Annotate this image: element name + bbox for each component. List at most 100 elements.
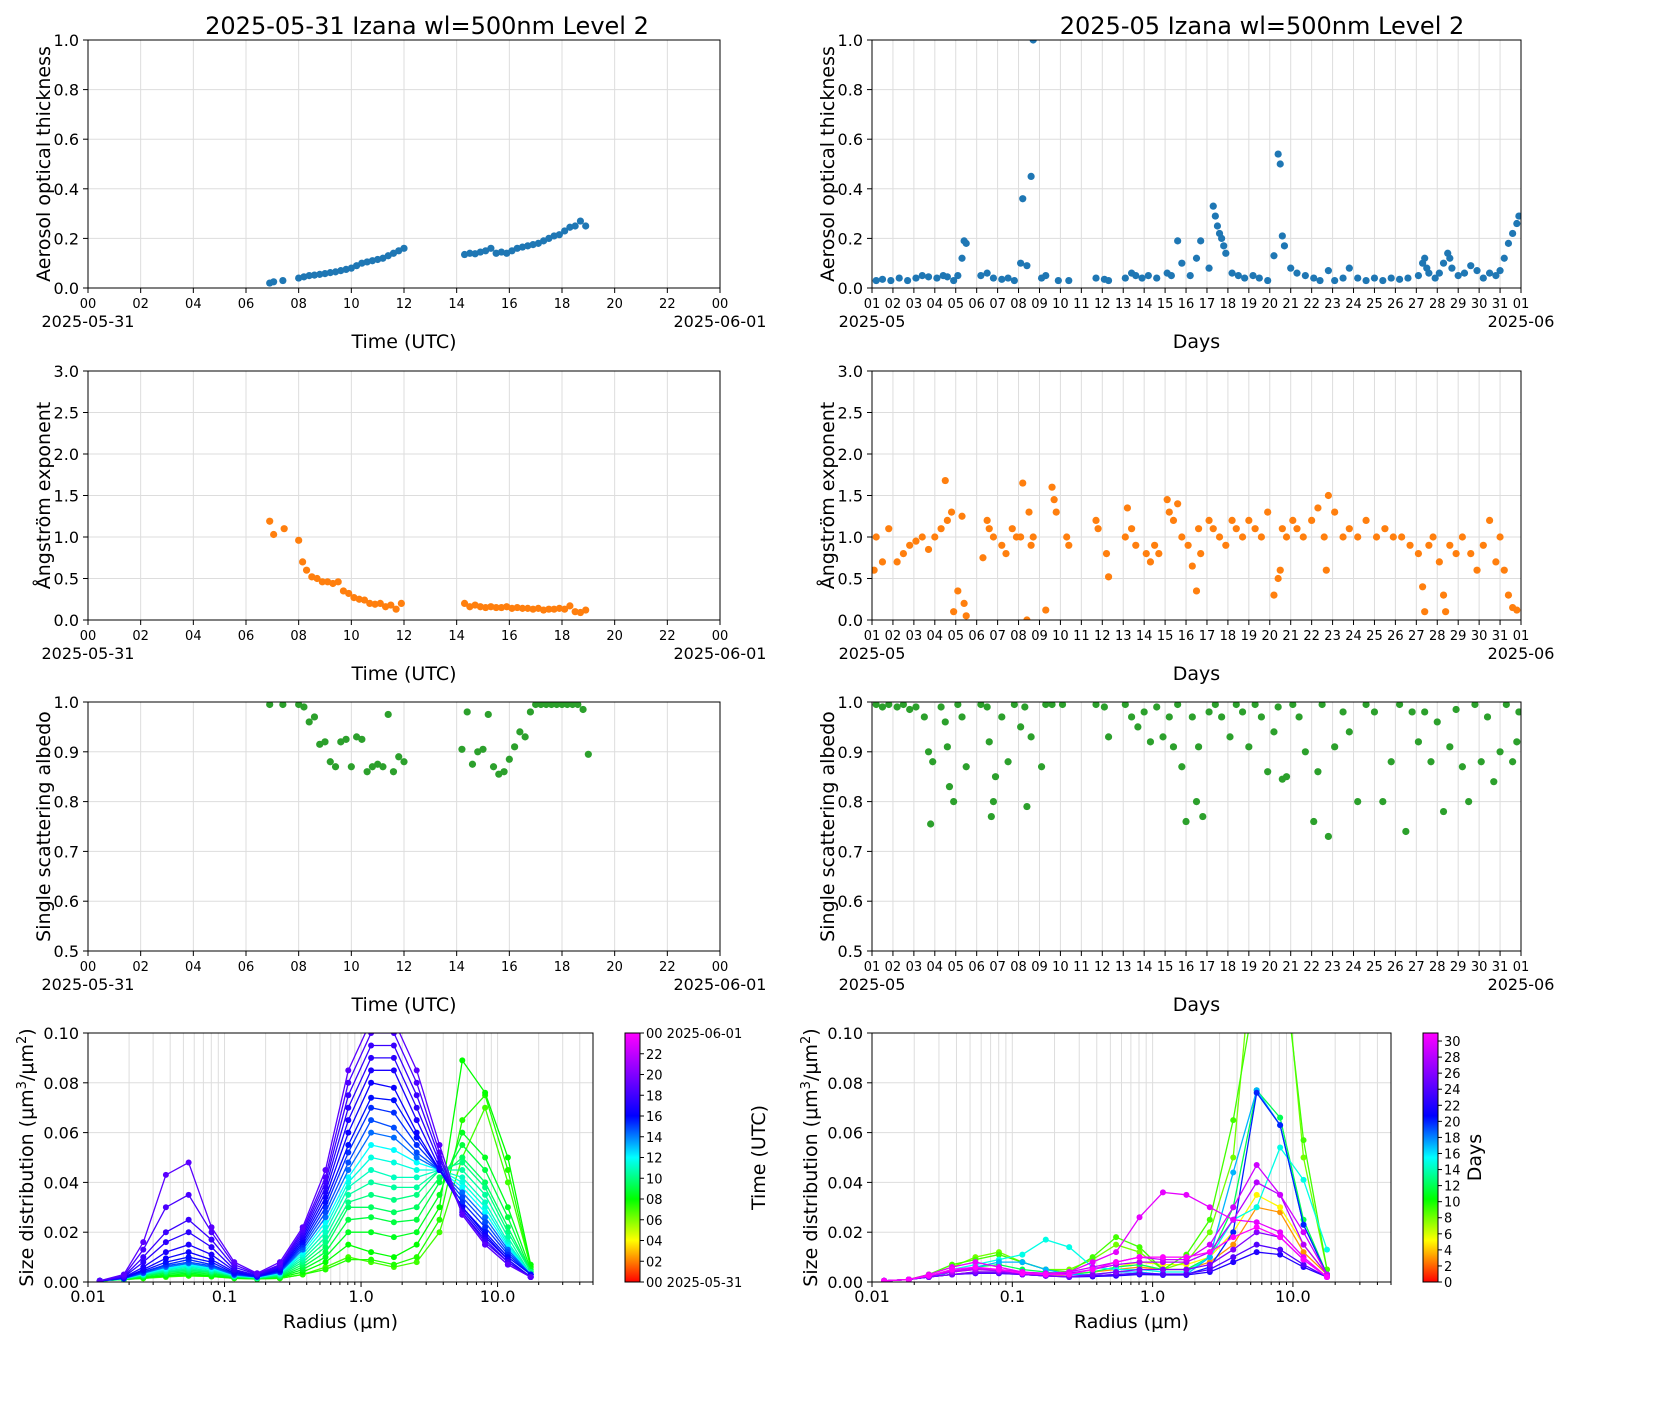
series-point: [1230, 1234, 1237, 1241]
x-tick-label: 08: [290, 960, 307, 975]
series-point: [322, 1224, 329, 1231]
data-point: [1414, 738, 1423, 746]
series-point: [120, 1271, 127, 1278]
data-point: [1473, 566, 1481, 574]
x-tick-label: 10: [343, 629, 360, 644]
x-axis-label: Days: [1173, 994, 1220, 1016]
data-point: [878, 703, 887, 711]
series-line: [884, 1163, 1328, 1282]
series-line: [884, 1191, 1328, 1282]
series-point: [162, 1249, 169, 1256]
plot-area: [881, 1033, 1330, 1282]
data-point: [1467, 262, 1475, 270]
data-point: [299, 558, 307, 566]
series-point: [1206, 1229, 1213, 1236]
data-point: [941, 718, 949, 726]
series-point: [1277, 1191, 1284, 1198]
data-point: [1255, 274, 1263, 282]
plot-area: [266, 517, 590, 617]
data-point: [492, 603, 500, 612]
data-point: [1245, 516, 1253, 525]
x-tick-label: 19: [1241, 297, 1258, 312]
series-point: [254, 1270, 261, 1277]
series-point: [345, 1191, 352, 1198]
series-point: [345, 1199, 352, 1206]
x-tick-label: 15: [1157, 960, 1174, 975]
data-point: [1017, 533, 1025, 541]
x-range-start-label: 2025-05: [839, 312, 906, 331]
data-point: [1023, 616, 1031, 620]
data-point: [991, 773, 1000, 781]
data-point: [1146, 558, 1155, 566]
series-point: [1159, 1271, 1166, 1278]
data-point: [500, 768, 508, 776]
series-point: [1253, 1241, 1260, 1248]
x-range-start-label: 2025-05-31: [42, 644, 135, 663]
series-point: [1136, 1254, 1143, 1261]
data-point: [1504, 239, 1513, 247]
series-point: [162, 1255, 169, 1262]
data-point: [516, 728, 524, 736]
series-point: [208, 1256, 215, 1263]
x-range-start-label: 2025-05-31: [42, 975, 135, 994]
series-point: [1042, 1271, 1049, 1278]
data-point: [1295, 713, 1303, 721]
data-point: [1037, 763, 1046, 771]
x-tick-label: 02: [132, 629, 149, 644]
y-tick-label: 0.08: [827, 1074, 863, 1093]
data-point: [1249, 272, 1257, 280]
data-point: [1025, 508, 1033, 516]
x-tick-label: 00: [712, 297, 729, 312]
data-point: [584, 750, 592, 758]
x-tick-label: 01: [1513, 960, 1530, 975]
series-point: [368, 1142, 375, 1149]
data-point: [1010, 702, 1018, 709]
x-range-end-label: 2025-06-01: [674, 312, 767, 331]
data-point: [1213, 222, 1222, 230]
series-point: [972, 1264, 979, 1271]
colorbar-tick-label: 12: [1444, 1180, 1461, 1195]
data-point: [1102, 550, 1111, 558]
right-column-title: 2025-05 Izana wl=500nm Level 2: [1060, 12, 1465, 40]
x-tick-label: 17: [1199, 629, 1216, 644]
data-point: [321, 738, 329, 746]
axes-frame: [871, 39, 1522, 289]
data-point: [1228, 269, 1236, 277]
data-point: [280, 525, 288, 533]
data-point: [998, 713, 1006, 721]
data-point: [960, 599, 968, 608]
data-point: [1182, 817, 1190, 826]
colorbar-gradient: [624, 1032, 641, 1283]
series-point: [459, 1142, 466, 1149]
series-point: [391, 1018, 397, 1024]
series-point: [390, 1134, 397, 1141]
colorbar-tick-label: 22: [646, 1048, 663, 1063]
series-point: [345, 1159, 352, 1166]
series-point: [413, 1104, 420, 1111]
data-point: [487, 244, 495, 252]
series-point: [413, 1191, 420, 1198]
data-point: [1439, 259, 1448, 267]
x-tick-label: 20: [1262, 629, 1279, 644]
y-tick-label: 1.0: [838, 528, 863, 547]
series-point: [482, 1154, 489, 1161]
series-point: [368, 1154, 375, 1161]
series-point: [459, 1057, 466, 1064]
data-point: [1324, 491, 1332, 500]
series-point: [995, 1259, 1002, 1266]
series-line: [99, 1033, 532, 1282]
x-tick-label: 24: [1345, 297, 1362, 312]
series-point: [436, 1174, 443, 1181]
data-point: [463, 708, 471, 716]
data-point: [1019, 479, 1027, 487]
data-point: [924, 748, 933, 756]
series-point: [1277, 1114, 1284, 1121]
x-tick-label: 00: [80, 297, 97, 312]
data-point: [1421, 608, 1429, 616]
data-point: [1178, 533, 1186, 541]
series-point: [413, 1174, 420, 1181]
series-point: [368, 1229, 375, 1236]
data-point: [1257, 533, 1265, 541]
series-point: [1019, 1251, 1026, 1258]
series-point: [1066, 1244, 1073, 1251]
